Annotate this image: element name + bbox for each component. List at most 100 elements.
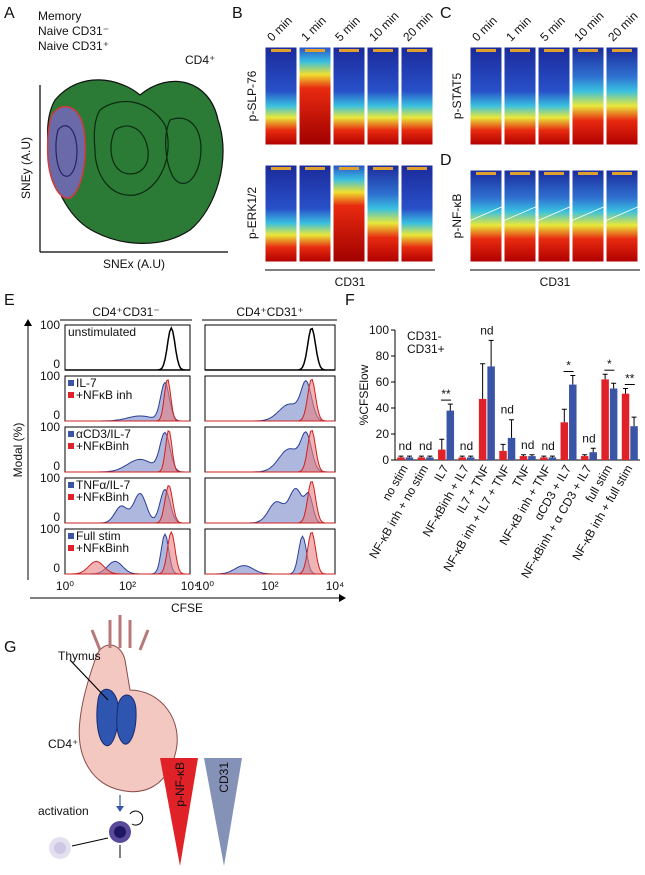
error-bar: [480, 363, 486, 399]
bar: [466, 457, 475, 460]
error-bar: [406, 455, 412, 458]
bar: [580, 456, 589, 460]
x-axis-label: CD31: [335, 275, 366, 289]
annotation: nd: [541, 439, 554, 453]
y-tick-label: 40: [376, 401, 390, 415]
x-tick-label: 10⁴: [181, 579, 200, 593]
column-header: CD4⁺CD31⁻: [92, 305, 159, 319]
y-tick-label: 0: [382, 453, 389, 467]
x-tick-label: 10⁰: [56, 579, 74, 593]
panel-label: D: [440, 152, 452, 169]
histogram-curve: [205, 429, 335, 473]
bar: [601, 379, 609, 460]
y-tick-label: 100: [40, 420, 60, 434]
error-bar: [398, 455, 404, 458]
histogram-curve: [65, 429, 190, 473]
row-label: p-NF-κB: [450, 194, 464, 239]
error-bar: [439, 438, 445, 450]
bar: [548, 457, 557, 460]
trend-line: [571, 206, 605, 221]
error-bar: [541, 455, 547, 458]
column-header: CD4⁺CD31⁺: [236, 305, 303, 319]
bar: [560, 422, 569, 460]
bar: [569, 384, 577, 460]
heatmap: [571, 169, 605, 263]
annotation: nd: [501, 403, 514, 417]
y-tick-label: 0: [53, 561, 60, 575]
bar: [417, 457, 426, 460]
bar: [426, 457, 434, 460]
error-bar: [582, 454, 588, 457]
heatmap-scale: [578, 172, 598, 175]
legend-entry: CD31-: [407, 329, 442, 343]
legend-swatch: [68, 533, 74, 539]
time-label: 0 min: [264, 13, 295, 44]
row-label: Full stim: [76, 529, 121, 543]
histogram-curve: [65, 530, 190, 575]
histogram-curve: [205, 531, 335, 575]
error-bar: [427, 455, 433, 458]
y-tick-label: 0: [53, 408, 60, 422]
panel-label: F: [345, 292, 355, 309]
bar: [609, 388, 618, 460]
row-label: p-STAT5: [450, 73, 464, 120]
heatmap: [400, 164, 434, 263]
error-bar: [459, 455, 465, 458]
panel-label: C: [440, 5, 452, 22]
error-bar: [500, 443, 506, 451]
row-label: unstimulated: [68, 325, 136, 339]
x-tick-label: 10²: [119, 579, 136, 593]
legend-swatch: [68, 545, 74, 551]
heatmap-scale: [271, 167, 291, 170]
trend-line: [503, 206, 537, 221]
time-label: 5 min: [332, 13, 363, 44]
legend-entry: CD31+: [407, 342, 445, 356]
error-bar: [549, 455, 555, 458]
row-label: p-ERK1/2: [245, 187, 259, 239]
x-axis-label: CFSE: [171, 601, 203, 615]
heatmap-scale: [578, 49, 598, 52]
time-label: 1 min: [503, 13, 534, 44]
y-tick-label: 80: [376, 349, 390, 363]
trend-line: [605, 206, 639, 221]
gradient-triangle: [160, 758, 198, 866]
x-axis-label: SNEx (A.U): [103, 257, 165, 271]
layout: [24, 79, 346, 859]
y-tick-label: 100: [40, 522, 60, 536]
heatmap-scale: [339, 167, 359, 170]
heatmap-scale: [373, 49, 393, 52]
annotation: *: [566, 359, 571, 373]
row-label: αCD3/IL-7: [76, 427, 131, 441]
panel-label: E: [4, 292, 15, 309]
x-axis-label: CD31: [540, 275, 571, 289]
annotation: nd: [480, 323, 493, 337]
heatmap: [469, 169, 503, 263]
time-label: 0 min: [469, 13, 500, 44]
error-bar: [590, 447, 596, 453]
bar: [540, 457, 548, 460]
error-bar: [623, 388, 629, 394]
row-label: +NFκBinh: [76, 541, 129, 555]
x-tick-label: 10⁴: [326, 579, 345, 593]
trend-line: [469, 206, 503, 221]
error-bar: [602, 373, 608, 380]
heatmap: [400, 46, 434, 146]
bar: [405, 457, 414, 460]
error-bar: [520, 454, 526, 457]
heatmap: [469, 46, 503, 146]
bar: [446, 410, 455, 460]
heatmap: [264, 164, 298, 263]
time-label: 10 min: [571, 9, 606, 44]
y-tick-label: 0: [53, 510, 60, 524]
heatmap: [332, 164, 366, 263]
bar: [519, 456, 528, 460]
bar: [478, 398, 487, 460]
legend-swatch: [68, 380, 74, 386]
annotation: **: [625, 372, 635, 386]
row-label: +NFκBinh: [76, 439, 129, 453]
y-tick-label: 100: [40, 471, 60, 485]
annotation: nd: [582, 431, 595, 445]
heatmap: [537, 46, 571, 146]
y-tick-label: 60: [376, 375, 390, 389]
heatmap: [537, 169, 571, 263]
